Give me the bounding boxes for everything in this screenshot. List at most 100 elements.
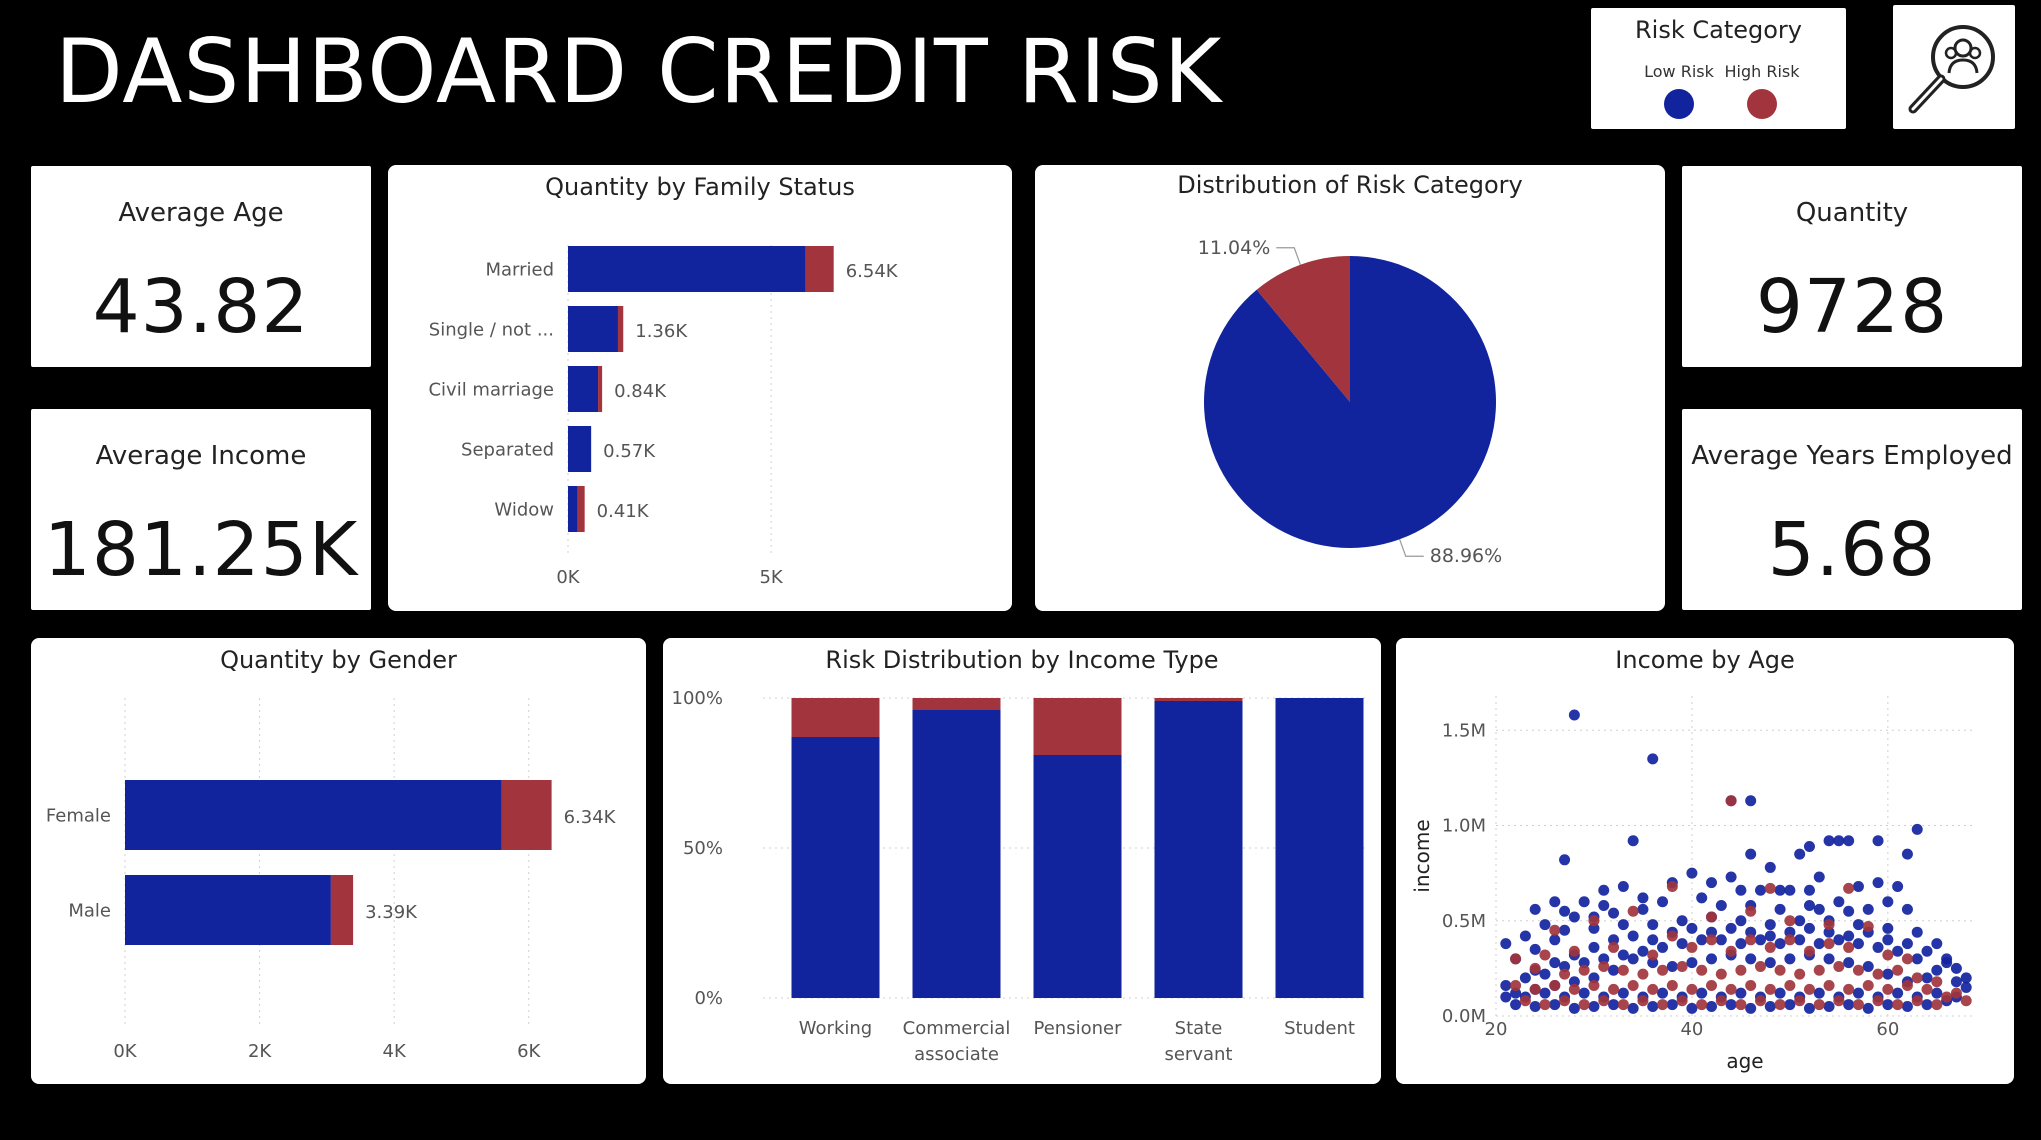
bar-low-risk (568, 486, 578, 532)
point-low-risk (1843, 905, 1855, 917)
tick-label-x: 5K (759, 567, 783, 588)
point-low-risk (1696, 892, 1708, 904)
point-low-risk (1764, 1000, 1776, 1012)
point-low-risk (1862, 1002, 1874, 1014)
point-low-risk (1510, 999, 1522, 1011)
point-low-risk (1745, 848, 1757, 860)
kpi-card-average-income: Average Income 181.25K (31, 409, 371, 610)
point-high-risk (1598, 995, 1610, 1007)
point-low-risk (1745, 926, 1757, 938)
point-low-risk (1764, 957, 1776, 969)
point-high-risk (1706, 934, 1718, 946)
tick-label-y: 0.0M (1442, 1006, 1486, 1027)
point-high-risk (1588, 980, 1600, 992)
point-low-risk (1813, 987, 1825, 999)
point-high-risk (1696, 964, 1708, 976)
point-high-risk (1794, 995, 1806, 1007)
legend-item-high-risk[interactable]: High Risk (1719, 62, 1805, 119)
point-low-risk (1872, 941, 1884, 953)
point-high-risk (1813, 964, 1825, 976)
point-low-risk (1843, 835, 1855, 847)
point-high-risk (1803, 983, 1815, 995)
point-low-risk (1852, 987, 1864, 999)
point-low-risk (1647, 957, 1659, 969)
data-label: 0.84K (614, 381, 667, 402)
point-low-risk (1529, 1000, 1541, 1012)
point-low-risk (1745, 795, 1757, 807)
data-label: 6.54K (846, 261, 899, 282)
point-high-risk (1529, 983, 1541, 995)
data-label: 0.57K (603, 441, 656, 462)
chart-card-risk-distribution[interactable]: Distribution of Risk Category 88.96% 11.0… (1035, 165, 1665, 611)
point-low-risk (1539, 968, 1551, 980)
point-high-risk (1862, 920, 1874, 932)
point-low-risk (1549, 999, 1561, 1011)
point-high-risk (1823, 938, 1835, 950)
search-people-button[interactable] (1893, 5, 2015, 129)
point-high-risk (1764, 882, 1776, 894)
kpi-card-average-age: Average Age 43.82 (31, 166, 371, 367)
point-high-risk (1911, 972, 1923, 984)
point-high-risk (1598, 960, 1610, 972)
chart-card-income-type[interactable]: Risk Distribution by Income Type 0% 50% 10… (663, 638, 1381, 1084)
risk-category-legend: Risk Category Low Risk High Risk (1591, 8, 1846, 129)
point-low-risk (1657, 941, 1669, 953)
point-low-risk (1706, 1000, 1718, 1012)
point-low-risk (1578, 896, 1590, 908)
point-high-risk (1715, 968, 1727, 980)
tick-label-x: 0K (113, 1041, 137, 1062)
point-low-risk (1539, 919, 1551, 931)
point-low-risk (1617, 880, 1629, 892)
category-label: Married (485, 259, 554, 280)
point-low-risk (1696, 987, 1708, 999)
point-low-risk (1931, 987, 1943, 999)
point-low-risk (1647, 919, 1659, 931)
point-low-risk (1578, 987, 1590, 999)
point-high-risk (1960, 995, 1972, 1007)
point-low-risk (1921, 972, 1933, 984)
point-high-risk (1539, 999, 1551, 1011)
bar-low-risk (125, 780, 502, 850)
point-high-risk (1706, 911, 1718, 923)
bar-low-risk (791, 737, 880, 998)
point-low-risk (1578, 957, 1590, 969)
point-high-risk (1549, 924, 1561, 936)
bar-low-risk (568, 306, 618, 352)
point-low-risk (1823, 926, 1835, 938)
tick-label-x: 4K (383, 1041, 407, 1062)
point-low-risk (1735, 915, 1747, 927)
point-high-risk (1676, 960, 1688, 972)
point-low-risk (1706, 953, 1718, 965)
legend-item-low-risk[interactable]: Low Risk (1639, 62, 1719, 119)
point-high-risk (1617, 964, 1629, 976)
point-low-risk (1666, 960, 1678, 972)
point-high-risk (1666, 880, 1678, 892)
point-low-risk (1813, 903, 1825, 915)
point-low-risk (1901, 903, 1913, 915)
point-low-risk (1647, 934, 1659, 946)
chart-card-income-by-age[interactable]: Income by Age 20 40 60 0.0M 0.5M 1.0M 1.5M age i… (1396, 638, 2014, 1084)
point-low-risk (1529, 943, 1541, 955)
bar-low-risk (1033, 755, 1122, 998)
legend-marker-high-risk (1747, 89, 1777, 119)
point-low-risk (1892, 945, 1904, 957)
point-low-risk (1764, 930, 1776, 942)
point-high-risk (1568, 983, 1580, 995)
point-low-risk (1901, 938, 1913, 950)
point-low-risk (1754, 934, 1766, 946)
point-low-risk (1735, 884, 1747, 896)
point-low-risk (1637, 892, 1649, 904)
point-low-risk (1706, 877, 1718, 889)
point-high-risk (1657, 964, 1669, 976)
category-label: Separated (461, 439, 554, 460)
point-low-risk (1588, 972, 1600, 984)
point-low-risk (1588, 922, 1600, 934)
chart-card-family-status[interactable]: Quantity by Family Status 0K 5K Married 6.5… (388, 165, 1012, 611)
point-low-risk (1931, 964, 1943, 976)
chart-card-gender[interactable]: Quantity by Gender 0K 2K 4K 6K Female 6.34K Ma… (31, 638, 646, 1084)
point-low-risk (1960, 981, 1972, 993)
point-low-risk (1637, 945, 1649, 957)
point-low-risk (1549, 957, 1561, 969)
point-low-risk (1784, 999, 1796, 1011)
point-high-risk (1784, 980, 1796, 992)
